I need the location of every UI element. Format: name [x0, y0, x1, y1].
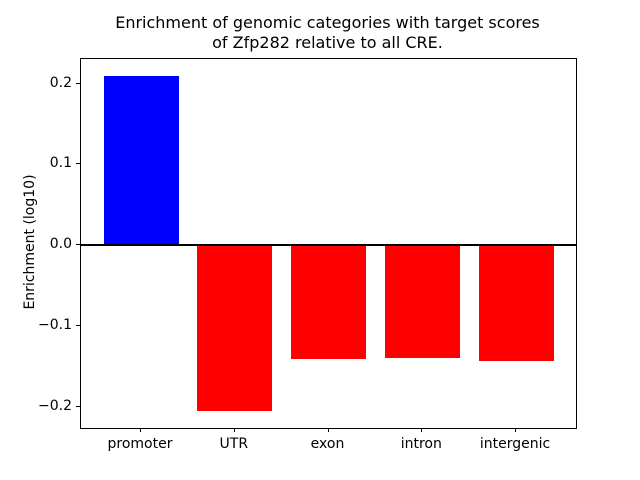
y-tick-label: −0.2 — [38, 397, 72, 414]
x-tick-mark — [421, 428, 423, 432]
y-tick-mark — [76, 405, 80, 407]
y-tick-mark — [76, 82, 80, 84]
bar-intron — [384, 245, 460, 359]
chart-title-line-1: Enrichment of genomic categories with ta… — [115, 13, 540, 32]
y-tick-mark — [76, 163, 80, 165]
y-tick-label: −0.1 — [38, 316, 72, 333]
y-tick-mark — [76, 324, 80, 326]
bar-UTR — [197, 245, 273, 411]
bar-intergenic — [478, 245, 554, 362]
chart-title-line-2: of Zfp282 relative to all CRE. — [212, 33, 443, 52]
y-tick-mark — [76, 244, 80, 246]
x-tick-mark — [327, 428, 329, 432]
x-tick-label-promoter: promoter — [107, 436, 173, 452]
x-tick-mark — [515, 428, 516, 432]
x-tick-label-UTR: UTR — [219, 436, 249, 452]
zero-line — [81, 244, 576, 247]
x-tick-mark — [233, 428, 235, 432]
y-tick-label: 0.2 — [49, 74, 72, 91]
plot-area — [80, 58, 577, 429]
x-tick-label-exon: exon — [310, 436, 345, 452]
x-tick-label-intergenic: intergenic — [479, 436, 551, 452]
y-tick-label: 0.0 — [49, 236, 72, 253]
bar-promoter — [103, 75, 179, 246]
bar-exon — [291, 245, 366, 359]
x-tick-mark — [140, 428, 141, 432]
chart-title: Enrichment of genomic categories with ta… — [80, 13, 575, 53]
y-tick-label: 0.1 — [49, 155, 72, 172]
x-tick-label-intron: intron — [400, 436, 442, 452]
